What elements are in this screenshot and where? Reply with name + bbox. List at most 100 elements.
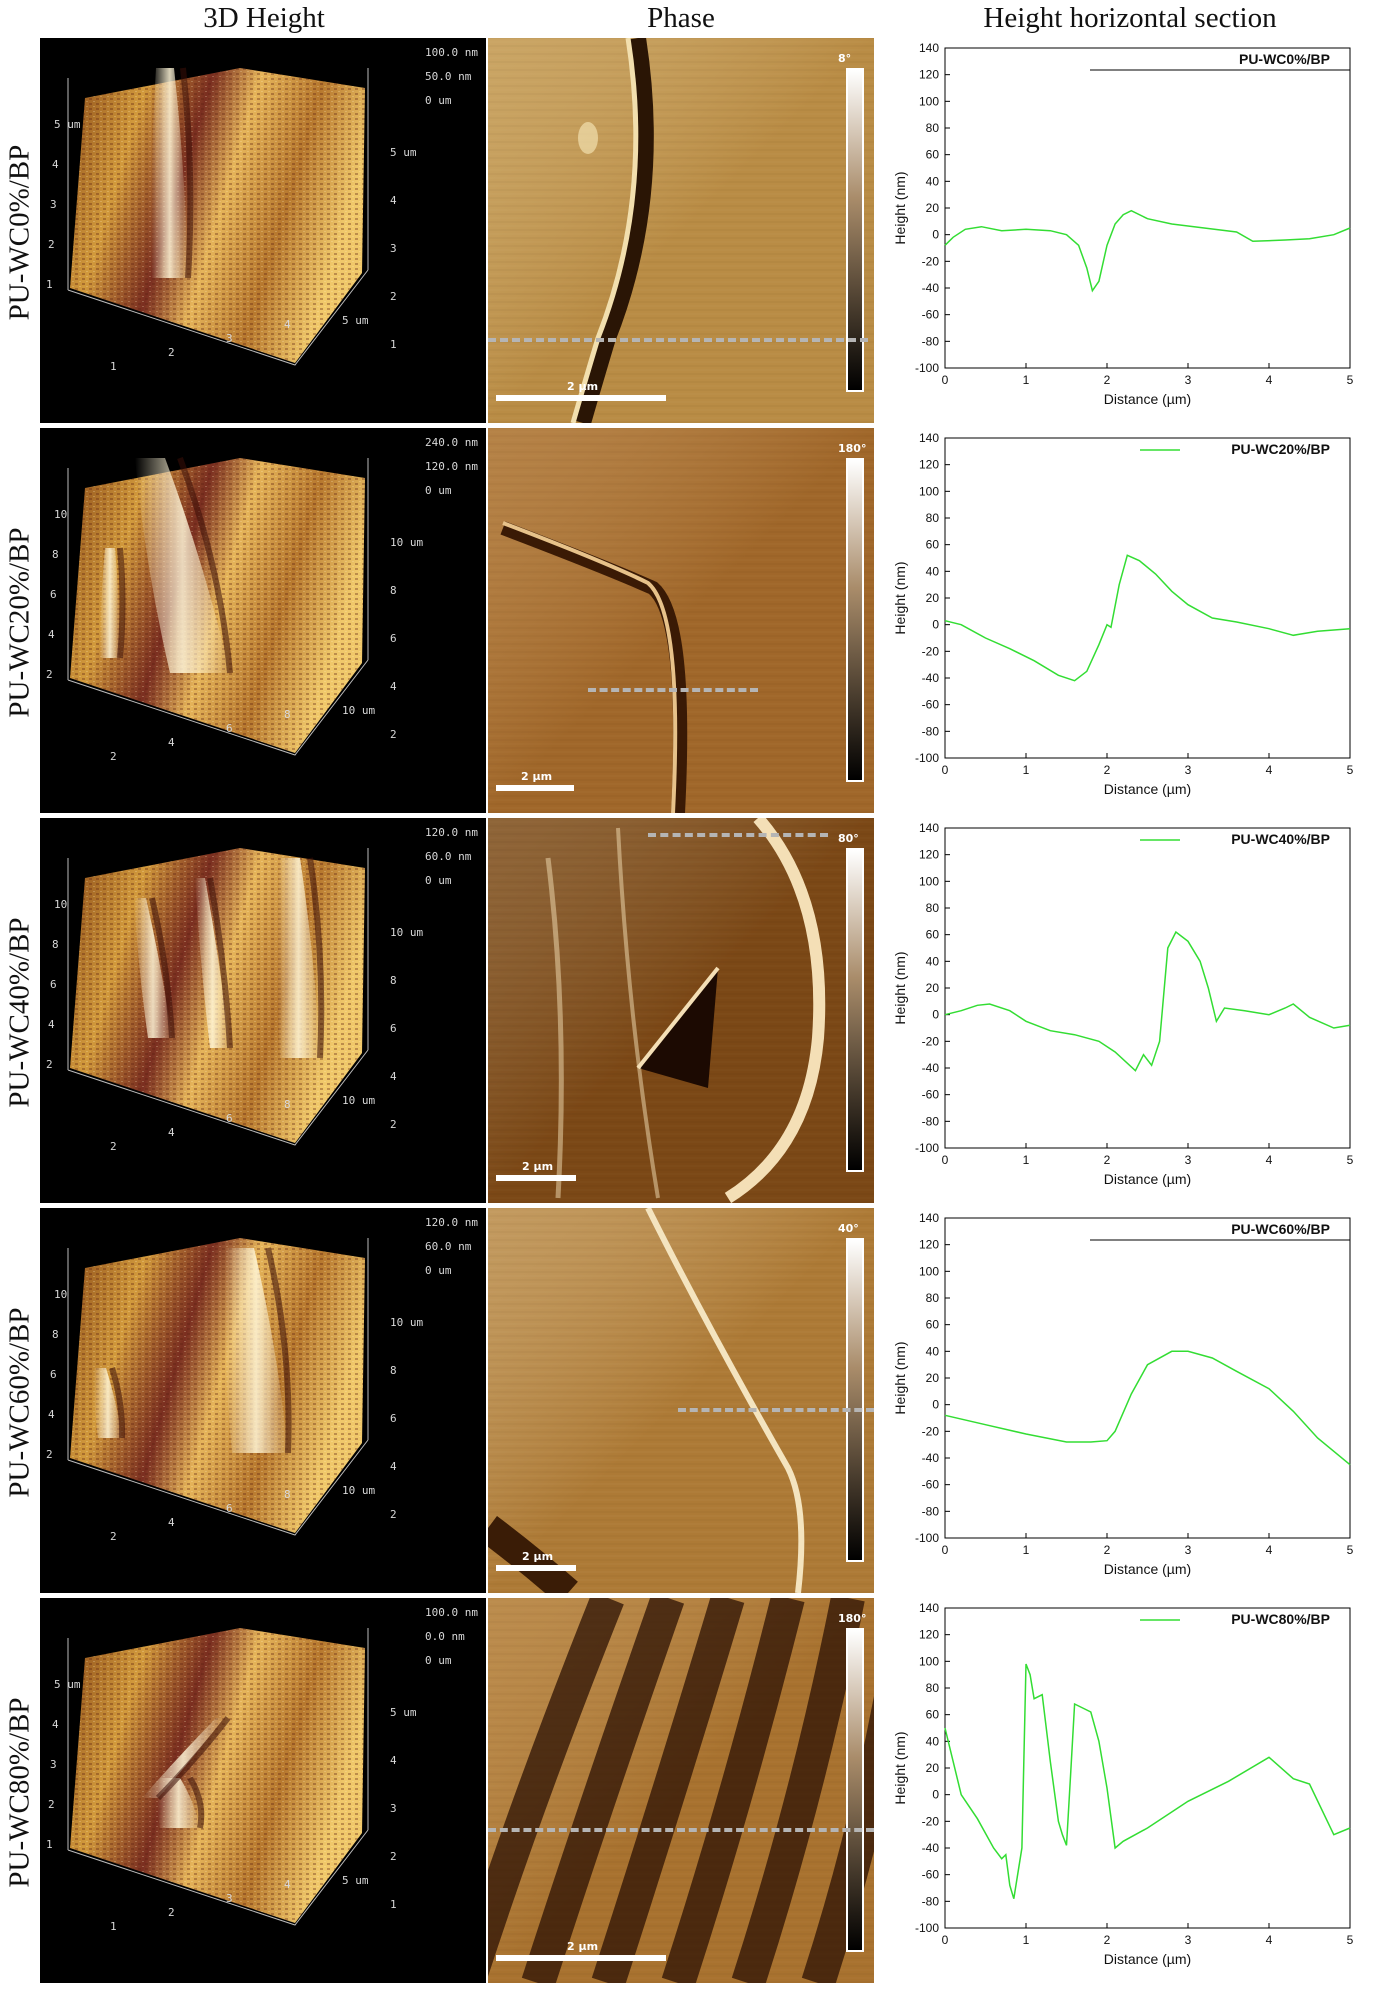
scale-bar-label: 2 µm (567, 1940, 599, 1953)
y-tick-label: 60 (926, 538, 940, 552)
legend-label: PU-WC40%/BP (1231, 831, 1330, 847)
series-line (944, 209, 1351, 293)
line-chart: -100 -80 -60 -40 -20 0 20 40 60 80 100 120 140 0 1 2 3 4 5… (892, 821, 1354, 1187)
sample-label: PU-WC20%/BP (3, 526, 36, 718)
y-tick-label: 40 (926, 564, 940, 578)
x-tick-label: 0 (942, 373, 949, 387)
z-scale-min: 0 um (425, 1654, 452, 1667)
z-scale-mid: 0.0 nm (425, 1630, 465, 1643)
x-tick-label: 1 (1023, 1543, 1030, 1557)
y-tick-label: 140 (919, 1211, 939, 1225)
x-tick-label: 4 (168, 1516, 175, 1529)
section-line (588, 688, 758, 692)
x-tick-label: 4 (1266, 1543, 1273, 1557)
phase-panel: 180° 2 µm (488, 428, 874, 813)
plot-frame (944, 47, 1351, 369)
y-tick-label: 100 (919, 1654, 939, 1668)
x-axis-label: Distance (µm) (1104, 1561, 1191, 1577)
phase-map (488, 1598, 874, 1983)
y-tick-label: 40 (926, 954, 940, 968)
y-tick-label: 80 (926, 1291, 940, 1305)
surface-rendering (67, 456, 369, 756)
x-tick-label: 2 (1104, 1933, 1111, 1947)
left-tick-label: 1 (46, 278, 53, 291)
y-tick-label: -60 (922, 1088, 940, 1102)
surface-rendering (67, 67, 369, 366)
plot-frame (944, 1217, 1351, 1539)
height-section-chart: -100 -80 -60 -40 -20 0 20 40 60 80 100 120 140 0 1 2 3 4 5… (880, 1598, 1360, 1983)
surface-rendering (67, 848, 369, 1146)
x-tick-label: 8 (284, 1488, 291, 1501)
section-line (648, 833, 828, 837)
y-tick-label: 5 um (390, 1706, 417, 1719)
y-tick-label: 10 um (390, 926, 424, 939)
y-tick-label: -40 (922, 281, 940, 295)
x-tick-label: 4 (284, 318, 291, 331)
z-scale-mid: 60.0 nm (425, 850, 472, 863)
y-tick-label: 4 (390, 1460, 397, 1473)
y-tick-label: 0 (932, 1398, 939, 1412)
scale-bar (496, 785, 574, 791)
y-tick-label: -40 (922, 671, 940, 685)
left-tick-label: 4 (48, 1018, 55, 1031)
y-tick-label: 140 (919, 1601, 939, 1615)
y-tick-label: -100 (915, 361, 939, 375)
z-scale-mid: 60.0 nm (425, 1240, 472, 1253)
x-tick-label: 2 (168, 346, 175, 359)
scale-bar (496, 1565, 576, 1571)
x-tick-label: 10 um (342, 704, 376, 717)
height-section-chart: -100 -80 -60 -40 -20 0 20 40 60 80 100 120 140 0 1 2 3 4 5… (880, 818, 1360, 1203)
y-tick-label: 1 (390, 338, 397, 351)
scale-bar-label: 2 µm (567, 380, 599, 393)
y-tick-label: 80 (926, 901, 940, 915)
left-tick-label: 10 (54, 898, 68, 911)
y-tick-label: -40 (922, 1841, 940, 1855)
left-tick-label: 6 (50, 1368, 57, 1381)
y-tick-label: 2 (390, 290, 397, 303)
y-tick-label: 60 (926, 1708, 940, 1722)
column-header-phase: Phase (647, 2, 715, 34)
y-tick-label: 10 um (390, 1316, 424, 1329)
y-tick-label: -80 (922, 724, 940, 738)
sample-label: PU-WC40%/BP (3, 916, 36, 1108)
x-tick-label: 2 (1104, 373, 1111, 387)
x-tick-label: 2 (1104, 1543, 1111, 1557)
y-tick-label: 2 (390, 1508, 397, 1521)
height-3d-panel: 100.0 nm 50.0 nm 0 um 1 2 3 4 5 um 1 2 3 4 5 um 1 2 3 4 5… (40, 38, 486, 423)
left-tick-label: 2 (46, 1448, 53, 1461)
x-tick-label: 0 (942, 1543, 949, 1557)
y-tick-label: 3 (390, 1802, 397, 1815)
left-tick-label: 8 (52, 1328, 59, 1341)
z-scale-max: 120.0 nm (425, 826, 478, 839)
plot-frame (944, 827, 1351, 1149)
y-tick-label: 120 (919, 848, 939, 862)
left-tick-label: 2 (48, 238, 55, 251)
left-tick-label: 5 um (54, 1678, 81, 1691)
left-tick-label: 2 (48, 1798, 55, 1811)
y-tick-label: -100 (915, 1531, 939, 1545)
section-line (488, 1828, 874, 1832)
left-tick-label: 6 (50, 978, 57, 991)
legend-label: PU-WC0%/BP (1239, 51, 1330, 67)
colorbar-max-label: 40° (838, 1222, 859, 1235)
y-tick-label: 5 um (390, 146, 417, 159)
y-tick-label: 100 (919, 874, 939, 888)
y-tick-label: 2 (390, 1850, 397, 1863)
x-tick-label: 2 (168, 1906, 175, 1919)
phase-colorbar (846, 848, 864, 1172)
height-3d-panel: 240.0 nm 120.0 nm 0 um 2 4 6 8 10 um 2 4 6 8 10 um 2 4… (40, 428, 486, 813)
y-tick-label: 100 (919, 1264, 939, 1278)
height-section-chart: -100 -80 -60 -40 -20 0 20 40 60 80 100 120 140 0 1 2 3 4 5… (880, 428, 1360, 813)
x-tick-label: 2 (110, 1530, 117, 1543)
y-tick-label: 80 (926, 511, 940, 525)
surface-rendering (67, 1238, 369, 1536)
x-tick-label: 4 (1266, 763, 1273, 777)
x-tick-label: 4 (168, 736, 175, 749)
x-tick-label: 3 (226, 332, 233, 345)
x-tick-label: 10 um (342, 1094, 376, 1107)
series-line (944, 554, 1351, 682)
y-tick-label: 120 (919, 458, 939, 472)
y-tick-label: 8 (390, 584, 397, 597)
y-tick-label: 20 (926, 1371, 940, 1385)
x-tick-label: 2 (110, 1140, 117, 1153)
